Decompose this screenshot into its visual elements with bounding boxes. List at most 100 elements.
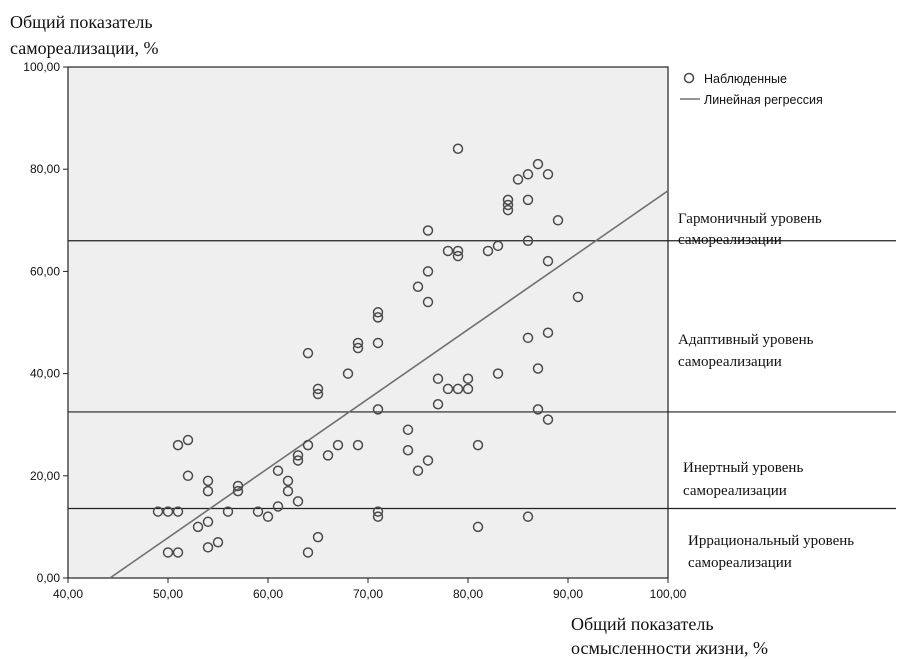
data-point: [252, 506, 264, 517]
data-point: [402, 424, 414, 436]
regression-line: [109, 190, 669, 579]
data-point: [452, 245, 464, 257]
zone-label-harmonic-1: Гармоничный уровень: [678, 211, 822, 227]
data-point: [442, 383, 454, 395]
data-point: [522, 194, 534, 206]
data-point: [182, 470, 194, 482]
x-tick-label: 60,00: [253, 587, 283, 601]
data-point: [572, 291, 584, 303]
data-point: [352, 337, 364, 349]
zone-label-irrational-2: самореализации: [688, 555, 792, 571]
data-point: [432, 373, 444, 384]
data-point: [462, 373, 474, 384]
data-point: [412, 281, 424, 292]
data-point: [372, 337, 384, 349]
data-point: [422, 296, 434, 308]
data-point: [542, 169, 554, 180]
data-point: [442, 245, 454, 257]
zone-label-irrational-1: Иррациональный уровень: [688, 533, 854, 549]
y-tick-label: 80,00: [30, 162, 60, 176]
data-point: [272, 501, 284, 512]
data-point: [472, 521, 484, 533]
data-point: [352, 342, 364, 354]
data-point: [542, 255, 554, 267]
data-point: [522, 169, 534, 180]
data-point: [272, 465, 284, 476]
zone-label-harmonic-2: самореализации: [678, 232, 782, 248]
x-tick-label: 80,00: [453, 587, 483, 601]
y-tick-label: 40,00: [30, 367, 60, 381]
data-point: [372, 511, 384, 522]
data-point: [422, 225, 434, 236]
data-point: [532, 363, 544, 374]
data-point: [172, 547, 184, 558]
data-point: [282, 475, 294, 487]
data-point: [452, 143, 464, 155]
data-point: [312, 531, 324, 543]
data-point: [542, 327, 554, 338]
data-point: [172, 506, 184, 517]
legend-observed-marker: [683, 72, 695, 84]
data-point: [482, 245, 494, 257]
data-point: [182, 434, 194, 446]
data-point: [322, 450, 334, 461]
data-point: [492, 368, 504, 379]
legend: Наблюденные Линейная регрессия: [680, 72, 823, 107]
data-point: [522, 235, 534, 246]
data-point: [342, 368, 354, 379]
data-point: [522, 511, 534, 522]
data-point: [212, 536, 224, 548]
data-point: [502, 194, 514, 206]
data-point: [312, 388, 324, 400]
data-point: [452, 383, 464, 395]
data-point: [292, 450, 304, 461]
data-point: [302, 439, 314, 451]
x-tick-label: 100,00: [650, 587, 687, 601]
zone-label-inert-1: Инертный уровень: [683, 460, 803, 476]
data-point: [352, 439, 364, 451]
data-point: [292, 496, 304, 507]
zone-label-inert-2: самореализации: [683, 483, 787, 499]
data-point: [522, 332, 534, 344]
data-point: [302, 347, 314, 359]
data-point: [162, 506, 174, 517]
zone-label-adaptive-2: самореализации: [678, 354, 782, 370]
data-point: [412, 465, 424, 476]
data-point: [532, 404, 544, 415]
data-point: [532, 158, 544, 170]
data-point: [452, 250, 464, 262]
data-point: [372, 312, 384, 323]
plot-area: [67, 66, 669, 579]
x-tick-label: 70,00: [353, 587, 383, 601]
data-point: [432, 399, 444, 410]
data-point: [202, 516, 214, 528]
data-point: [292, 455, 304, 466]
observed-points: [152, 143, 584, 558]
legend-observed-label: Наблюденные: [704, 72, 787, 86]
reference-lines: [68, 240, 896, 510]
y-tick-label: 20,00: [30, 469, 60, 483]
data-point: [192, 521, 204, 533]
legend-regression-label: Линейная регрессия: [704, 93, 823, 107]
x-axis-title-line-2: осмысленности жизни, %: [571, 638, 768, 658]
x-axis-title-line-1: Общий показатель: [571, 614, 714, 634]
x-tick-label: 90,00: [553, 587, 583, 601]
data-point: [502, 199, 514, 211]
data-point: [492, 240, 504, 252]
x-tick-label: 40,00: [53, 587, 83, 601]
data-point: [202, 475, 214, 487]
axis-ticks: 40,00 50,00 60,00 70,00 80,00 90,00 100,00 0,00…: [23, 60, 686, 601]
data-point: [232, 480, 244, 492]
data-point: [402, 445, 414, 456]
data-point: [372, 404, 384, 415]
data-point: [222, 506, 234, 517]
y-tick-label: 100,00: [23, 60, 60, 74]
data-point: [312, 383, 324, 395]
data-point: [302, 547, 314, 558]
data-point: [152, 506, 164, 517]
data-point: [372, 506, 384, 517]
data-point: [332, 439, 344, 451]
data-point: [172, 439, 184, 451]
data-point: [542, 414, 554, 425]
